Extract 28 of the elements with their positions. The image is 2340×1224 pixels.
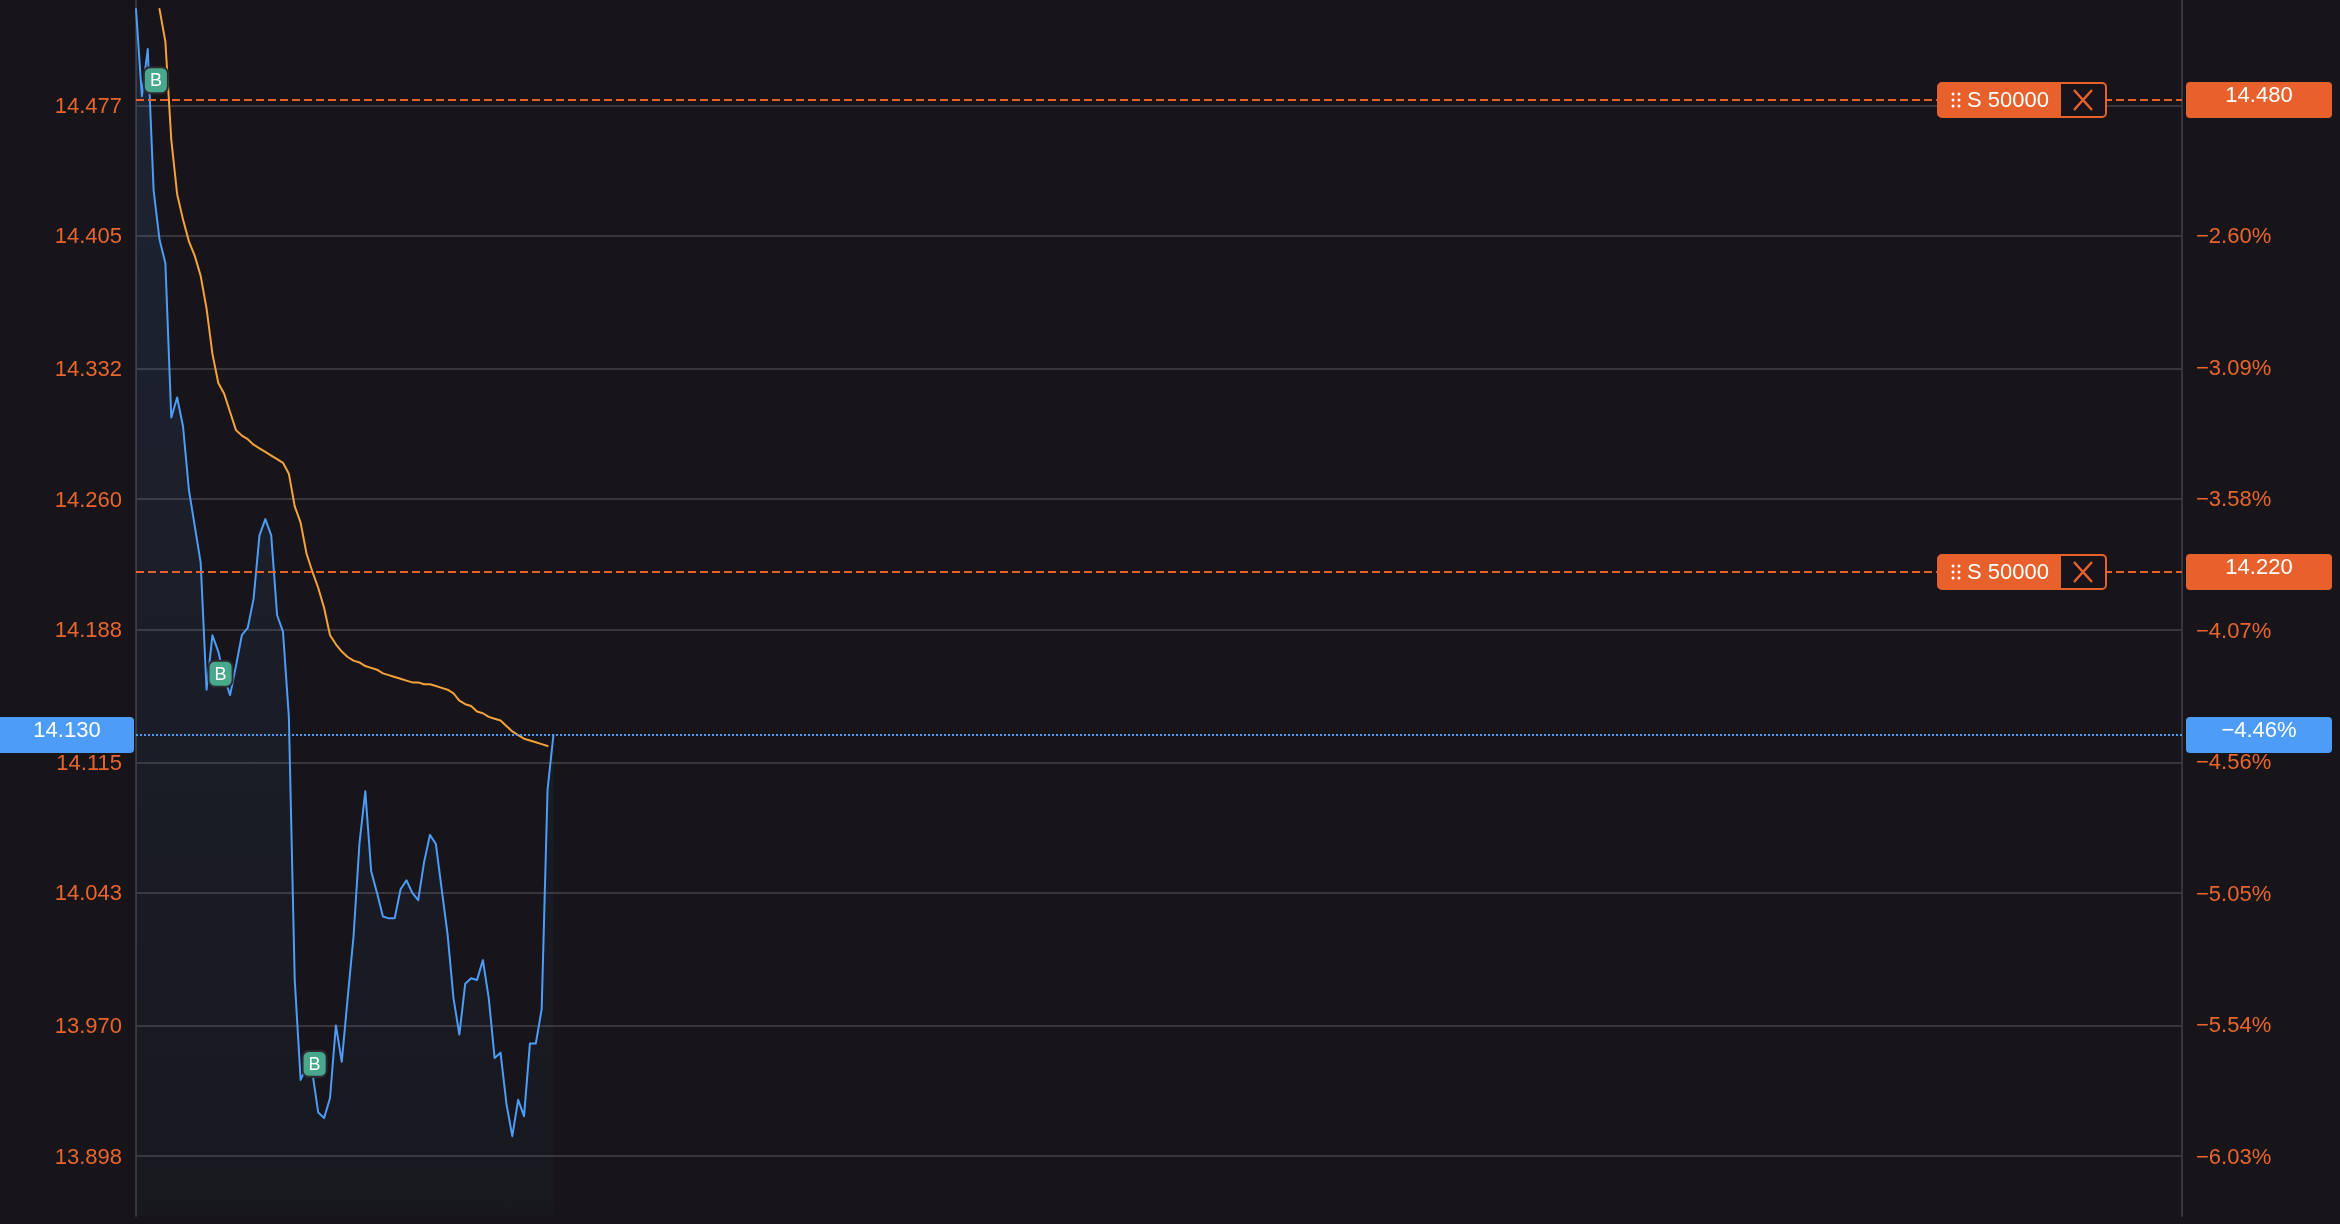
text: −4.46%: [2221, 717, 2297, 743]
y2-tick-label: −4.07%: [2196, 617, 2272, 643]
y-tick-label: 14.477: [54, 92, 122, 118]
ref-line-label: 14.130: [33, 717, 101, 743]
y2-tick-label: −2.60%: [2196, 223, 2272, 249]
annotation: S 50000: [1966, 86, 2050, 113]
annotation: B: [149, 70, 162, 91]
y-tick-label: 14.188: [54, 617, 122, 643]
order-tag: S 50000: [1937, 553, 2107, 590]
y-tick-label: 13.970: [54, 1012, 122, 1038]
y2-tick-label: −5.05%: [2196, 880, 2272, 906]
y2-tick-label: −5.54%: [2196, 1012, 2272, 1038]
annotation: B: [214, 663, 227, 684]
ref-line-label: 14.220: [2186, 553, 2332, 590]
y-tick-label: 14.115: [56, 749, 122, 775]
y-tick-label: 14.043: [54, 880, 122, 906]
annotation: B: [308, 1053, 321, 1074]
y-tick-label: 13.898: [54, 1143, 122, 1169]
y-tick-label: 14.405: [54, 223, 122, 249]
y-tick-label: 14.332: [54, 355, 122, 381]
y2-tick-label: −4.56%: [2196, 749, 2272, 775]
y-tick-label: 14.260: [54, 486, 122, 512]
y2-tick-label: −3.58%: [2196, 486, 2272, 512]
annotation: S 50000: [1966, 558, 2050, 585]
order-tag: S 50000: [1937, 81, 2107, 118]
ref-line-label: 14.480: [2186, 81, 2332, 118]
y2-tick-label: −3.09%: [2196, 354, 2272, 380]
y2-tick-label: −6.03%: [2196, 1143, 2272, 1169]
